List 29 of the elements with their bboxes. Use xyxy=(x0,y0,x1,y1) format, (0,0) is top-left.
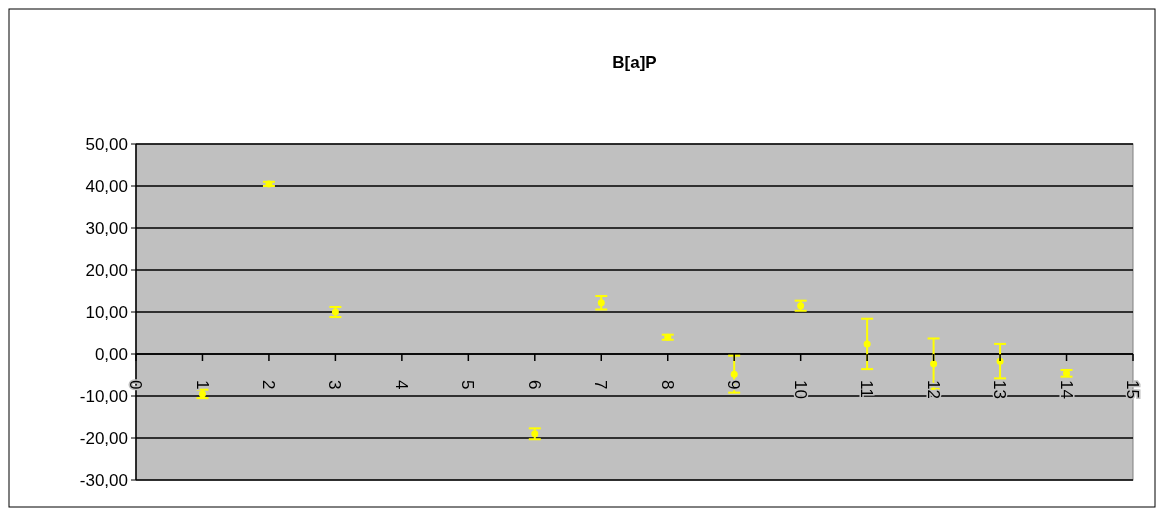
y-tick-label: 40,00 xyxy=(85,176,128,196)
point xyxy=(597,299,605,307)
y-tick-label: 10,00 xyxy=(85,302,128,322)
x-tick-label: 10 xyxy=(790,380,810,399)
x-tick-label: 7 xyxy=(591,380,611,390)
y-tick-label: -10,00 xyxy=(79,386,128,406)
x-tick-label: 15 xyxy=(1123,380,1143,399)
y-tick-label: 30,00 xyxy=(85,218,128,238)
y-tick-label: 50,00 xyxy=(85,134,128,154)
x-tick-label: 5 xyxy=(458,380,478,390)
y-tick-label: 20,00 xyxy=(85,260,128,280)
point xyxy=(930,360,938,368)
x-tick-label: 9 xyxy=(724,380,744,390)
x-tick-label: 2 xyxy=(258,380,278,390)
x-tick-label: 0 xyxy=(126,380,146,390)
y-tick-label: -20,00 xyxy=(79,428,128,448)
x-tick-label: 1 xyxy=(192,380,212,390)
x-tick-label: 13 xyxy=(990,380,1010,399)
point xyxy=(863,340,871,348)
x-tick-label: 12 xyxy=(923,380,943,399)
x-tick-label: 11 xyxy=(857,380,877,398)
x-tick-label: 8 xyxy=(657,380,677,390)
chart-title: B[a]P xyxy=(612,53,657,72)
x-tick-label: 6 xyxy=(524,380,544,390)
point xyxy=(730,370,738,378)
y-tick-label: -30,00 xyxy=(79,470,128,490)
x-tick-label: 3 xyxy=(325,380,345,390)
y-tick-label: 0,00 xyxy=(94,344,128,364)
x-tick-label: 4 xyxy=(391,380,411,390)
